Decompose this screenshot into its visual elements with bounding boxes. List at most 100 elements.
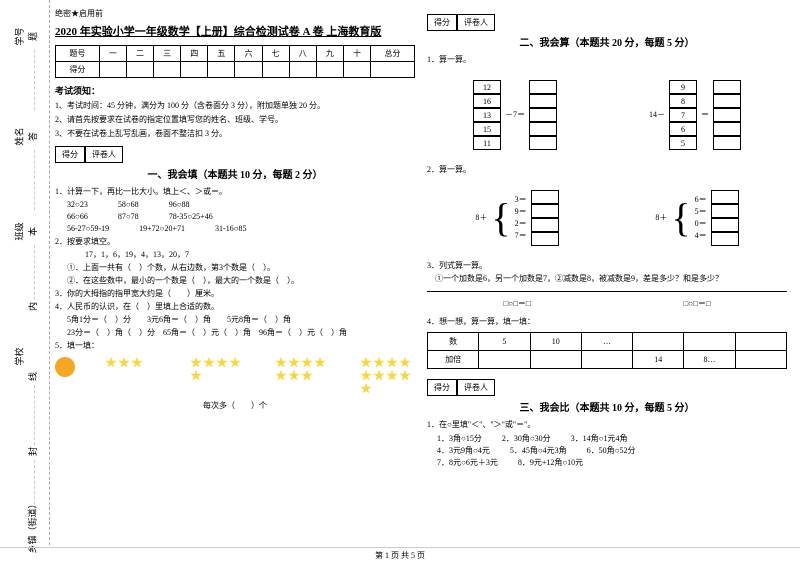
s2q2: 2．算一算。 [427, 164, 787, 176]
cmp: 5．45角○4元3角 [510, 445, 567, 457]
rating-grader: 评卷人 [457, 379, 495, 396]
cmp: 87○78 [118, 211, 139, 223]
q1: 1．计算一下，再比一比大小。填上＜、＞或＝。 [55, 186, 415, 198]
sum-item: 6＝ [695, 194, 707, 206]
star-icon [288, 357, 300, 369]
star-icon [275, 370, 287, 382]
side-char-feng: 封 [26, 447, 39, 456]
num-box: 9 [669, 80, 697, 94]
label-xuehao: 学号 [13, 27, 26, 45]
empty-box [531, 232, 559, 246]
star-icon [190, 370, 202, 382]
empty-box [529, 122, 557, 136]
td [581, 351, 632, 369]
section-1-body: 1．计算一下，再比一比大小。填上＜、＞或＝。 32○2358○6896○88 6… [55, 186, 415, 412]
q4a: 5角1分＝（ ）分 3元6角＝（ ）角 5元8角＝（ ）角 [67, 314, 415, 326]
op-text: ＝ [701, 109, 709, 121]
num-box: 12 [473, 80, 501, 94]
box-col-result-a [529, 80, 557, 150]
td [208, 62, 235, 78]
th: 八 [289, 46, 316, 62]
star-icon [386, 357, 398, 369]
th: 三 [154, 46, 181, 62]
s3q1: 1．在○里填"＜"、"＞"或"＝"。 [427, 419, 787, 431]
th: 七 [262, 46, 289, 62]
dash-1 [34, 50, 35, 110]
s2q3: 3．列式算一算。 [427, 260, 787, 272]
answer-line [427, 291, 787, 292]
empty-box [711, 218, 739, 232]
th: 十 [343, 46, 370, 62]
q2-nums: 17，1，6，19，4，13，20，7 [85, 249, 415, 261]
td: 14 [633, 351, 684, 369]
th: 六 [235, 46, 262, 62]
th: 四 [181, 46, 208, 62]
notice-1: 1、考试时间：45 分钟，满分为 100 分（含卷面分 3 分），附加题单独 2… [55, 100, 415, 111]
rating-grader: 评卷人 [457, 14, 495, 31]
score-table: 题号 一 二 三 四 五 六 七 八 九 十 总分 得分 [55, 45, 415, 78]
section-2-body: 1．算一算。 12 16 13 15 11 －7＝ 14－ [427, 54, 787, 369]
cmp: 66○66 [67, 211, 88, 223]
star-group-2 [190, 357, 245, 382]
smiley-icon [55, 357, 75, 377]
td [235, 62, 262, 78]
cmp: 56-27○59-19 [67, 223, 109, 235]
q1-row2: 66○6687○7878-35○25+46 [67, 211, 415, 223]
q3: 3．你的大拇指的指甲宽大约是（ ）厘米。 [55, 288, 415, 300]
sum-item: 4＝ [695, 230, 707, 242]
td: 10 [530, 333, 581, 351]
double-table: 数 5 10 … 加倍 14 8… [427, 332, 787, 369]
q5: 5．填一填： [55, 340, 415, 352]
th: 九 [316, 46, 343, 62]
rating-box-3: 得分 评卷人 [427, 379, 787, 396]
empty-box [529, 108, 557, 122]
child-icon [55, 357, 75, 381]
op-text: 8＋ [475, 212, 487, 224]
td [530, 351, 581, 369]
cmp: 2．30角○30分 [502, 433, 551, 445]
op-text: 8＋ [655, 212, 667, 224]
rating-score: 得分 [427, 379, 457, 396]
empty-box [529, 136, 557, 150]
td: … [581, 333, 632, 351]
star-icon [203, 357, 215, 369]
star-icon [314, 357, 326, 369]
side-char-nei: 内 [26, 302, 39, 311]
s2q3a: ①一个加数是6，另一个加数是7，②减数是8，被减数是9，差是多少？和是多少？ [435, 273, 787, 285]
cmp: 19+72○20+71 [139, 223, 185, 235]
each-more: 每次多（ ）个 [55, 400, 415, 412]
num-box: 15 [473, 122, 501, 136]
empty-box [529, 80, 557, 94]
brace-left: 8＋ { 3＝ 9＝ 2＝ 7＝ [475, 190, 558, 246]
cmp: 96○88 [169, 199, 190, 211]
td [371, 62, 415, 78]
s3-row1: 1．3角○15分 2．30角○30分 3．14角○1元4角 [437, 433, 787, 445]
td [735, 333, 786, 351]
star-icon [399, 357, 411, 369]
score-value-row: 得分 [56, 62, 415, 78]
cmp: 32○23 [67, 199, 88, 211]
th: 五 [208, 46, 235, 62]
sum-item: 3＝ [515, 194, 527, 206]
star-icon [229, 357, 241, 369]
empty-box [531, 204, 559, 218]
q2-sub2: ②．在这些数中，最小的一个数是（ ），最大的一个数是（ ）。 [67, 275, 415, 287]
empty-box [711, 232, 739, 246]
star-icon [360, 357, 372, 369]
star-icon [216, 357, 228, 369]
td: 8… [684, 351, 735, 369]
star-icon [301, 370, 313, 382]
s3-row2: 4．3元9角○4元 5．45角○4元3角 6．50角○52分 [437, 445, 787, 457]
side-char-ti: 题 [26, 32, 39, 41]
score-header-row: 题号 一 二 三 四 五 六 七 八 九 十 总分 [56, 46, 415, 62]
num-box: 16 [473, 94, 501, 108]
sum-item: 7＝ [515, 230, 527, 242]
exam-notice: 考试须知： 1、考试时间：45 分钟，满分为 100 分（含卷面分 3 分），附… [55, 84, 415, 140]
td [289, 62, 316, 78]
sum-item: 5＝ [695, 206, 707, 218]
num-box: 5 [669, 136, 697, 150]
rating-box-1: 得分 评卷人 [55, 146, 415, 163]
star-icon [131, 357, 143, 369]
td [735, 351, 786, 369]
td [99, 62, 126, 78]
